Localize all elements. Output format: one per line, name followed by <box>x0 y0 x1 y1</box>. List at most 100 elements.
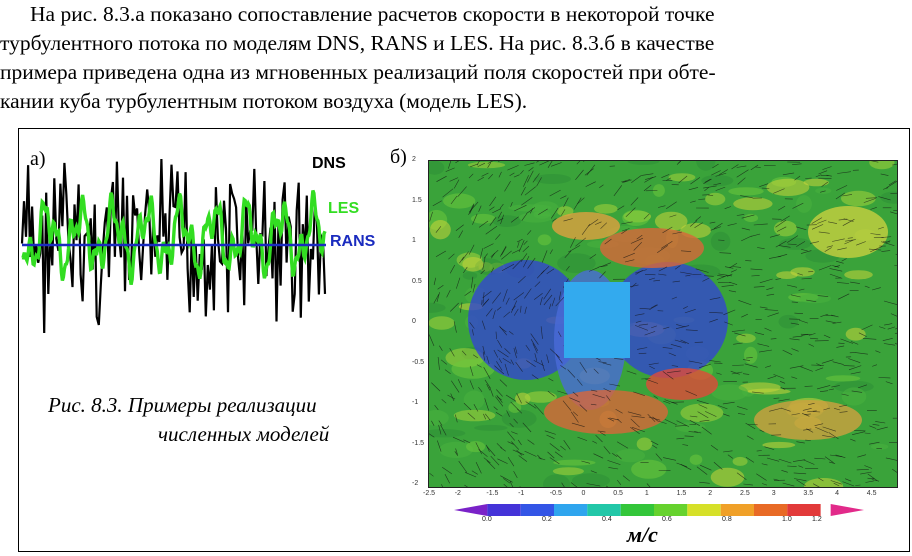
velocity-vector <box>756 473 767 481</box>
velocity-vector <box>482 345 486 355</box>
velocity-vector <box>483 413 486 420</box>
velocity-vector <box>524 186 536 196</box>
velocity-vector <box>516 449 523 456</box>
velocity-vector <box>734 332 746 337</box>
velocity-vector <box>572 411 578 417</box>
les-trace <box>21 189 327 286</box>
velocity-vector <box>750 233 761 237</box>
velocity-vector <box>472 354 478 359</box>
velocity-vector <box>727 223 737 226</box>
velocity-vector <box>463 266 468 274</box>
velocity-vector <box>517 439 522 446</box>
velocity-vector <box>523 175 529 187</box>
velocity-vector <box>477 162 486 167</box>
velocity-vector <box>858 332 867 337</box>
velocity-vector <box>436 175 447 182</box>
velocity-vector <box>522 422 532 433</box>
velocity-vector <box>696 466 708 475</box>
velocity-vector <box>766 293 775 296</box>
velocity-vector <box>524 450 537 457</box>
velocity-vector <box>599 271 606 279</box>
velocity-vector <box>599 432 606 436</box>
velocity-vector <box>453 179 460 189</box>
velocity-vector <box>863 198 876 203</box>
velocity-vector <box>839 404 847 407</box>
velocity-vector <box>756 450 762 452</box>
velocity-vector <box>842 219 855 226</box>
velocity-vector <box>753 223 768 226</box>
velocity-vector <box>780 215 790 222</box>
velocity-vector <box>520 305 522 313</box>
velocity-vector <box>547 160 554 168</box>
x-tick-label: -1 <box>518 490 525 497</box>
velocity-vector <box>636 234 643 240</box>
velocity-vector <box>724 206 732 209</box>
velocity-vector <box>764 327 772 332</box>
velocity-vector <box>525 344 530 351</box>
velocity-vector <box>674 339 686 344</box>
field-patch <box>869 160 895 170</box>
velocity-vector <box>496 389 503 397</box>
velocity-vector <box>518 455 528 462</box>
velocity-vector <box>584 168 594 176</box>
velocity-vector <box>672 231 683 235</box>
velocity-vector <box>676 160 682 165</box>
field-patch <box>680 403 724 423</box>
velocity-vector <box>838 218 848 221</box>
figure-caption-line1: Рис. 8.3. Примеры реализации <box>48 393 317 417</box>
field-patch <box>696 160 716 171</box>
colorbar-segment <box>487 504 521 516</box>
velocity-field-plot <box>428 160 898 488</box>
velocity-vector <box>669 214 677 218</box>
velocity-vector <box>825 320 836 324</box>
velocity-vector <box>483 457 491 464</box>
field-patch <box>766 178 810 196</box>
velocity-vector <box>761 463 768 466</box>
velocity-vector <box>787 465 797 467</box>
velocity-vector <box>433 277 436 286</box>
velocity-vector <box>431 382 441 392</box>
velocity-vector <box>476 160 481 166</box>
velocity-vector <box>631 415 645 418</box>
field-patch <box>711 384 749 401</box>
velocity-vector <box>570 411 579 423</box>
velocity-vector <box>607 417 615 422</box>
velocity-vector <box>626 370 637 375</box>
velocity-vector <box>511 431 518 435</box>
velocity-vector <box>634 325 649 331</box>
velocity-vector <box>818 477 824 482</box>
velocity-vector <box>476 364 482 368</box>
velocity-unit-label: м/с <box>627 522 658 547</box>
velocity-vector <box>524 288 532 299</box>
velocity-vector <box>880 173 889 176</box>
field-patch <box>462 257 484 272</box>
velocity-vector <box>435 250 447 257</box>
velocity-vector <box>834 265 841 268</box>
colorbar-segment <box>720 504 755 516</box>
velocity-vector <box>549 189 561 197</box>
velocity-vector <box>883 343 896 346</box>
velocity-vector <box>770 338 777 340</box>
velocity-vector <box>523 240 528 245</box>
velocity-vector <box>478 387 483 392</box>
velocity-vector <box>729 262 738 269</box>
velocity-vector <box>680 339 689 344</box>
velocity-vector <box>499 325 508 336</box>
velocity-vector <box>531 374 539 380</box>
velocity-vector <box>650 304 657 309</box>
velocity-vector <box>472 283 476 293</box>
velocity-vector <box>475 442 482 455</box>
velocity-vector <box>829 273 843 279</box>
velocity-vector <box>563 197 569 208</box>
colorbar-tick-label: 0.2 <box>542 516 552 523</box>
velocity-vector <box>822 435 836 438</box>
velocity-vector <box>750 268 763 271</box>
velocity-vector <box>806 299 817 302</box>
velocity-vector <box>428 433 435 438</box>
field-patch <box>451 359 495 379</box>
velocity-vector <box>577 436 588 441</box>
velocity-vector <box>554 451 563 458</box>
y-tick-label: -1 <box>412 399 419 406</box>
velocity-vector <box>694 222 703 229</box>
velocity-vector <box>671 365 679 367</box>
